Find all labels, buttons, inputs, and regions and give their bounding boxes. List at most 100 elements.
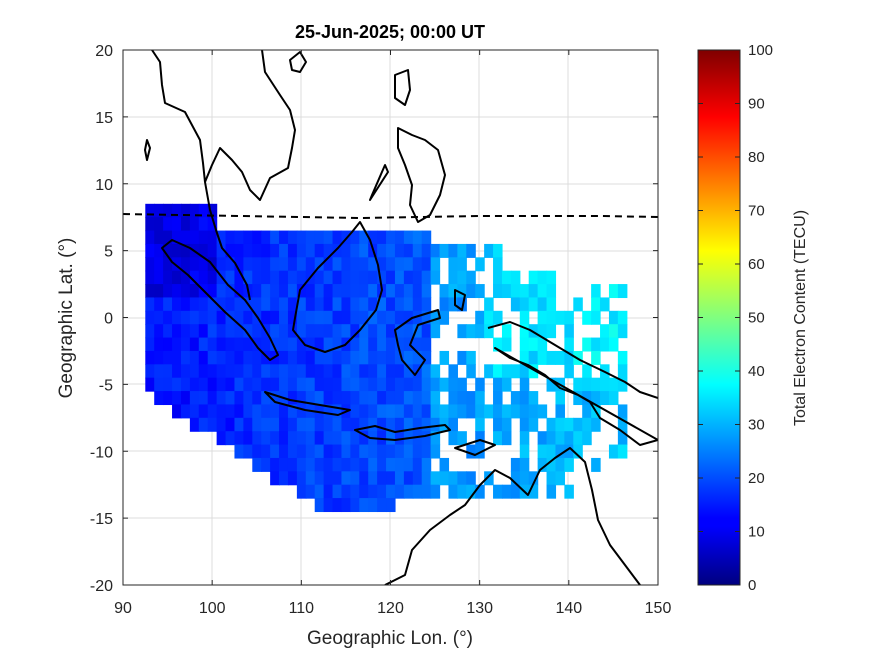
tec-cell bbox=[617, 284, 628, 299]
tec-cell bbox=[519, 471, 530, 486]
tec-cell bbox=[457, 284, 467, 299]
tec-cell bbox=[377, 310, 387, 325]
tec-cell bbox=[314, 457, 325, 472]
tec-cell bbox=[591, 377, 601, 392]
tec-cell bbox=[154, 257, 164, 272]
tec-cell bbox=[341, 391, 351, 406]
tec-cell bbox=[154, 203, 164, 218]
tec-cell bbox=[377, 257, 387, 272]
tec-cell bbox=[279, 364, 289, 379]
tec-cell bbox=[243, 391, 253, 406]
tec-cell bbox=[314, 471, 325, 486]
tec-cell bbox=[234, 243, 244, 258]
tec-cell bbox=[172, 377, 182, 392]
y-tick-label: -10 bbox=[90, 444, 113, 461]
tec-cell bbox=[287, 350, 298, 365]
tec-cell bbox=[350, 471, 360, 486]
tec-cell bbox=[484, 297, 494, 312]
tec-cell bbox=[582, 364, 592, 379]
tec-cell bbox=[350, 324, 360, 339]
tec-cell bbox=[323, 350, 334, 365]
tec-cell bbox=[466, 391, 476, 406]
tec-cell bbox=[189, 217, 200, 232]
tec-cell bbox=[403, 350, 414, 365]
tec-cell bbox=[296, 284, 307, 299]
tec-cell bbox=[386, 337, 396, 352]
tec-cell bbox=[332, 230, 343, 245]
tec-cell bbox=[323, 270, 334, 285]
tec-cell bbox=[510, 270, 521, 285]
tec-cell bbox=[475, 431, 485, 446]
tec-cell bbox=[314, 297, 325, 312]
tec-cell bbox=[180, 404, 191, 419]
tec-cell bbox=[216, 243, 227, 258]
tec-cell bbox=[466, 270, 476, 285]
tec-cell bbox=[457, 471, 467, 486]
tec-cell bbox=[279, 310, 289, 325]
tec-cell bbox=[350, 297, 360, 312]
tec-cell bbox=[359, 404, 369, 419]
tec-cell bbox=[154, 324, 164, 339]
tec-cell bbox=[448, 270, 458, 285]
tec-cell bbox=[591, 391, 601, 406]
tec-cell bbox=[573, 417, 583, 432]
tec-cell bbox=[341, 297, 351, 312]
tec-cell bbox=[484, 364, 494, 379]
tec-cell bbox=[519, 431, 530, 446]
tec-cell bbox=[154, 243, 164, 258]
tec-cell bbox=[466, 284, 476, 299]
tec-cell bbox=[261, 243, 271, 258]
tec-cell bbox=[154, 391, 164, 406]
tec-cell bbox=[359, 457, 369, 472]
tec-cell bbox=[234, 444, 244, 459]
tec-cell bbox=[350, 404, 360, 419]
tec-cell bbox=[430, 417, 441, 432]
tec-cell bbox=[314, 484, 325, 499]
tec-cell bbox=[341, 270, 351, 285]
tec-cell bbox=[412, 284, 423, 299]
tec-cell bbox=[368, 310, 378, 325]
tec-cell bbox=[421, 310, 432, 325]
colorbar-tick-label: 100 bbox=[748, 42, 773, 59]
tec-cell bbox=[314, 350, 325, 365]
tec-cell bbox=[475, 257, 485, 272]
tec-cell bbox=[528, 364, 539, 379]
tec-cell bbox=[430, 377, 441, 392]
tec-cell bbox=[493, 484, 503, 499]
tec-cell bbox=[234, 337, 244, 352]
tec-cell bbox=[403, 324, 414, 339]
tec-cell bbox=[510, 484, 521, 499]
tec-cell bbox=[323, 337, 334, 352]
tec-cell bbox=[314, 417, 325, 432]
x-tick-label: 120 bbox=[377, 600, 404, 617]
tec-cell bbox=[270, 444, 280, 459]
tec-cell bbox=[350, 431, 360, 446]
tec-cell bbox=[546, 417, 557, 432]
tec-cell bbox=[394, 324, 405, 339]
tec-cell bbox=[493, 270, 503, 285]
tec-cell bbox=[421, 404, 432, 419]
tec-cell bbox=[287, 417, 298, 432]
colorbar-tick-label: 40 bbox=[748, 363, 765, 380]
tec-cell bbox=[582, 310, 592, 325]
tec-cell bbox=[154, 310, 164, 325]
tec-cell bbox=[198, 377, 209, 392]
tec-cell bbox=[225, 324, 236, 339]
tec-cell bbox=[261, 310, 271, 325]
tec-cell bbox=[394, 284, 405, 299]
tec-cell bbox=[305, 337, 316, 352]
tec-cell bbox=[207, 391, 218, 406]
tec-cell bbox=[519, 350, 530, 365]
coastline-luzon bbox=[394, 69, 411, 106]
tec-cell bbox=[510, 404, 521, 419]
tec-cell bbox=[493, 431, 503, 446]
y-tick-label: -15 bbox=[90, 511, 113, 528]
tec-cell bbox=[439, 471, 450, 486]
tec-cell bbox=[457, 257, 467, 272]
tec-cell bbox=[608, 284, 619, 299]
tec-cell bbox=[350, 498, 360, 513]
tec-cell bbox=[180, 297, 191, 312]
tec-cell bbox=[323, 243, 334, 258]
tec-cell bbox=[225, 230, 236, 245]
tec-cell bbox=[198, 243, 209, 258]
